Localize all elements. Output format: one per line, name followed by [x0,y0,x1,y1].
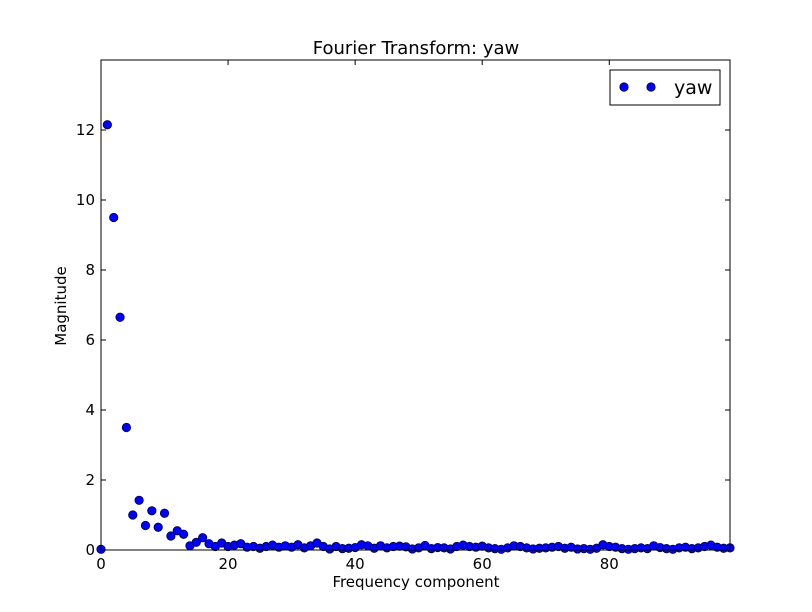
y-tick-label: 4 [85,401,95,419]
x-tick-label: 40 [346,555,365,573]
y-tick-label: 0 [85,541,95,559]
y-tick-label: 12 [76,121,95,139]
data-point [178,529,189,539]
legend-label-yaw: yaw [674,77,712,99]
plot-frame [100,59,731,551]
legend-marker-right [646,82,656,92]
chart-title: Fourier Transform: yaw [313,38,519,59]
x-tick-label: 60 [473,555,492,573]
legend: yaw [609,69,721,106]
data-point [128,510,138,520]
y-tick-label: 8 [85,261,95,279]
legend-marker-left [619,82,629,92]
x-tick-label: 0 [96,555,106,573]
data-point [102,120,112,130]
data-points [96,120,735,554]
x-tick-label: 20 [219,555,238,573]
x-tick-label: 80 [600,555,619,573]
plot-area [101,60,730,550]
y-tick-labels: 0 2 4 6 8 10 12 [76,121,95,559]
data-point [134,495,144,505]
data-point [147,506,157,516]
data-point [191,537,201,547]
y-tick-label: 6 [85,331,95,349]
y-tick-label: 10 [76,191,95,209]
x-axis-label: Frequency component [332,573,499,591]
data-point [115,312,125,322]
y-tick-label: 2 [85,471,95,489]
data-point [140,520,151,531]
data-point [198,533,208,543]
y-axis-label: Magnitude [52,266,70,345]
data-point [153,522,163,532]
x-tick-labels: 0 20 40 60 80 [96,555,619,573]
data-point [166,531,176,541]
data-point [121,422,132,433]
data-point [159,508,170,518]
data-point [109,212,119,223]
